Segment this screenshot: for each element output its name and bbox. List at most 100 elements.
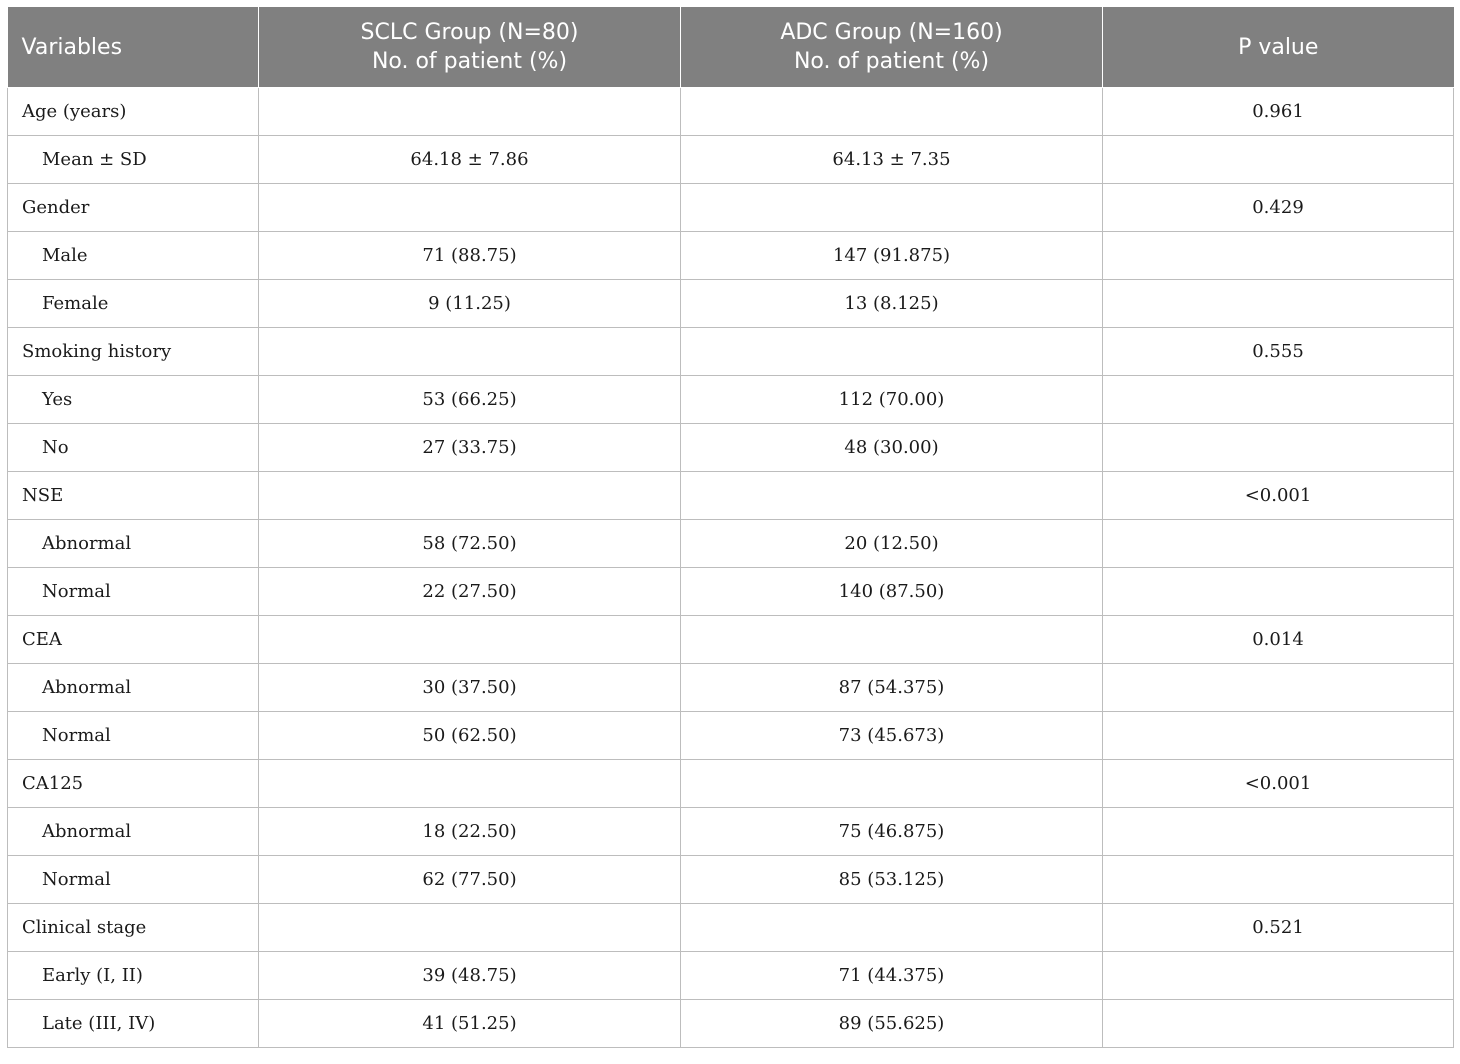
cell-p-value bbox=[1102, 807, 1454, 856]
cell-adc bbox=[680, 903, 1103, 952]
cell-sclc bbox=[258, 759, 681, 808]
cell-p-value: 0.555 bbox=[1102, 327, 1454, 376]
header-sclc-line2: No. of patient (%) bbox=[371, 49, 568, 74]
cell-variable: NSE bbox=[7, 471, 259, 520]
cell-variable: CA125 bbox=[7, 759, 259, 808]
cell-variable: Abnormal bbox=[7, 663, 259, 712]
cell-p-value bbox=[1102, 567, 1454, 616]
cell-adc: 48 (30.00) bbox=[680, 423, 1103, 472]
cell-variable: Normal bbox=[7, 711, 259, 760]
cell-variable: Late (III, IV) bbox=[7, 999, 259, 1048]
header-adc-line1: ADC Group (N=160) bbox=[780, 20, 1003, 45]
cell-variable: Abnormal bbox=[7, 519, 259, 568]
cell-p-value bbox=[1102, 999, 1454, 1048]
table-body: Age (years) 0.961 Mean ± SD 64.18 ± 7.86… bbox=[7, 87, 1454, 1048]
cell-p-value: 0.961 bbox=[1102, 87, 1454, 136]
cell-p-value bbox=[1102, 135, 1454, 184]
cell-sclc: 9 (11.25) bbox=[258, 279, 681, 328]
cell-p-value bbox=[1102, 951, 1454, 1000]
cell-sclc bbox=[258, 87, 681, 136]
table-row: Abnormal 58 (72.50) 20 (12.50) bbox=[7, 519, 1454, 568]
cell-p-value bbox=[1102, 375, 1454, 424]
cell-variable: No bbox=[7, 423, 259, 472]
cell-sclc: 71 (88.75) bbox=[258, 231, 681, 280]
table-row: CA125 <0.001 bbox=[7, 759, 1454, 808]
cell-variable: Normal bbox=[7, 567, 259, 616]
cell-p-value: 0.014 bbox=[1102, 615, 1454, 664]
cell-p-value: 0.521 bbox=[1102, 903, 1454, 952]
cell-sclc: 53 (66.25) bbox=[258, 375, 681, 424]
cell-sclc: 39 (48.75) bbox=[258, 951, 681, 1000]
cell-p-value bbox=[1102, 711, 1454, 760]
data-table-container: Variables SCLC Group (N=80) No. of patie… bbox=[7, 7, 1454, 1048]
cell-sclc bbox=[258, 903, 681, 952]
cell-p-value bbox=[1102, 663, 1454, 712]
cell-variable: Abnormal bbox=[7, 807, 259, 856]
cell-variable: Normal bbox=[7, 855, 259, 904]
cell-variable: Female bbox=[7, 279, 259, 328]
table-row: No 27 (33.75) 48 (30.00) bbox=[7, 423, 1454, 472]
table-row: Male 71 (88.75) 147 (91.875) bbox=[7, 231, 1454, 280]
header-row: Variables SCLC Group (N=80) No. of patie… bbox=[7, 7, 1454, 88]
cell-sclc: 22 (27.50) bbox=[258, 567, 681, 616]
cell-adc: 73 (45.673) bbox=[680, 711, 1103, 760]
table-row: Smoking history 0.555 bbox=[7, 327, 1454, 376]
table-row: Early (I, II) 39 (48.75) 71 (44.375) bbox=[7, 951, 1454, 1000]
cell-adc: 147 (91.875) bbox=[680, 231, 1103, 280]
cell-adc: 87 (54.375) bbox=[680, 663, 1103, 712]
table-row: Female 9 (11.25) 13 (8.125) bbox=[7, 279, 1454, 328]
cell-adc bbox=[680, 759, 1103, 808]
table-row: Mean ± SD 64.18 ± 7.86 64.13 ± 7.35 bbox=[7, 135, 1454, 184]
cell-adc bbox=[680, 615, 1103, 664]
table-header: Variables SCLC Group (N=80) No. of patie… bbox=[7, 7, 1454, 88]
cell-adc bbox=[680, 183, 1103, 232]
cell-adc bbox=[680, 327, 1103, 376]
header-sclc-line1: SCLC Group (N=80) bbox=[360, 20, 579, 45]
cell-variable: CEA bbox=[7, 615, 259, 664]
cell-adc: 75 (46.875) bbox=[680, 807, 1103, 856]
cell-adc: 20 (12.50) bbox=[680, 519, 1103, 568]
cell-adc: 85 (53.125) bbox=[680, 855, 1103, 904]
table-row: Abnormal 18 (22.50) 75 (46.875) bbox=[7, 807, 1454, 856]
table-row: NSE <0.001 bbox=[7, 471, 1454, 520]
cell-variable: Early (I, II) bbox=[7, 951, 259, 1000]
cell-variable: Smoking history bbox=[7, 327, 259, 376]
table-row: CEA 0.014 bbox=[7, 615, 1454, 664]
cell-sclc bbox=[258, 615, 681, 664]
cell-p-value bbox=[1102, 423, 1454, 472]
cell-sclc bbox=[258, 327, 681, 376]
table-row: Normal 50 (62.50) 73 (45.673) bbox=[7, 711, 1454, 760]
cell-sclc: 62 (77.50) bbox=[258, 855, 681, 904]
cell-adc bbox=[680, 87, 1103, 136]
cell-sclc: 18 (22.50) bbox=[258, 807, 681, 856]
header-p-value-label: P value bbox=[1238, 34, 1319, 60]
cell-sclc bbox=[258, 471, 681, 520]
cell-p-value: 0.429 bbox=[1102, 183, 1454, 232]
table-row: Normal 22 (27.50) 140 (87.50) bbox=[7, 567, 1454, 616]
table-row: Age (years) 0.961 bbox=[7, 87, 1454, 136]
cell-p-value: <0.001 bbox=[1102, 471, 1454, 520]
cell-adc: 140 (87.50) bbox=[680, 567, 1103, 616]
cell-adc: 71 (44.375) bbox=[680, 951, 1103, 1000]
table-row: Clinical stage 0.521 bbox=[7, 903, 1454, 952]
cell-sclc: 30 (37.50) bbox=[258, 663, 681, 712]
cell-p-value bbox=[1102, 279, 1454, 328]
patient-characteristics-table: Variables SCLC Group (N=80) No. of patie… bbox=[7, 7, 1454, 1048]
cell-sclc: 27 (33.75) bbox=[258, 423, 681, 472]
header-sclc-group: SCLC Group (N=80) No. of patient (%) bbox=[258, 7, 681, 88]
table-row: Late (III, IV) 41 (51.25) 89 (55.625) bbox=[7, 999, 1454, 1048]
cell-p-value: <0.001 bbox=[1102, 759, 1454, 808]
cell-adc: 13 (8.125) bbox=[680, 279, 1103, 328]
cell-variable: Gender bbox=[7, 183, 259, 232]
cell-adc bbox=[680, 471, 1103, 520]
cell-p-value bbox=[1102, 855, 1454, 904]
cell-variable: Clinical stage bbox=[7, 903, 259, 952]
cell-variable: Age (years) bbox=[7, 87, 259, 136]
header-adc-line2: No. of patient (%) bbox=[793, 49, 990, 74]
cell-adc: 112 (70.00) bbox=[680, 375, 1103, 424]
cell-p-value bbox=[1102, 231, 1454, 280]
cell-adc: 64.13 ± 7.35 bbox=[680, 135, 1103, 184]
cell-sclc: 41 (51.25) bbox=[258, 999, 681, 1048]
header-p-value: P value bbox=[1102, 7, 1454, 88]
cell-sclc: 64.18 ± 7.86 bbox=[258, 135, 681, 184]
